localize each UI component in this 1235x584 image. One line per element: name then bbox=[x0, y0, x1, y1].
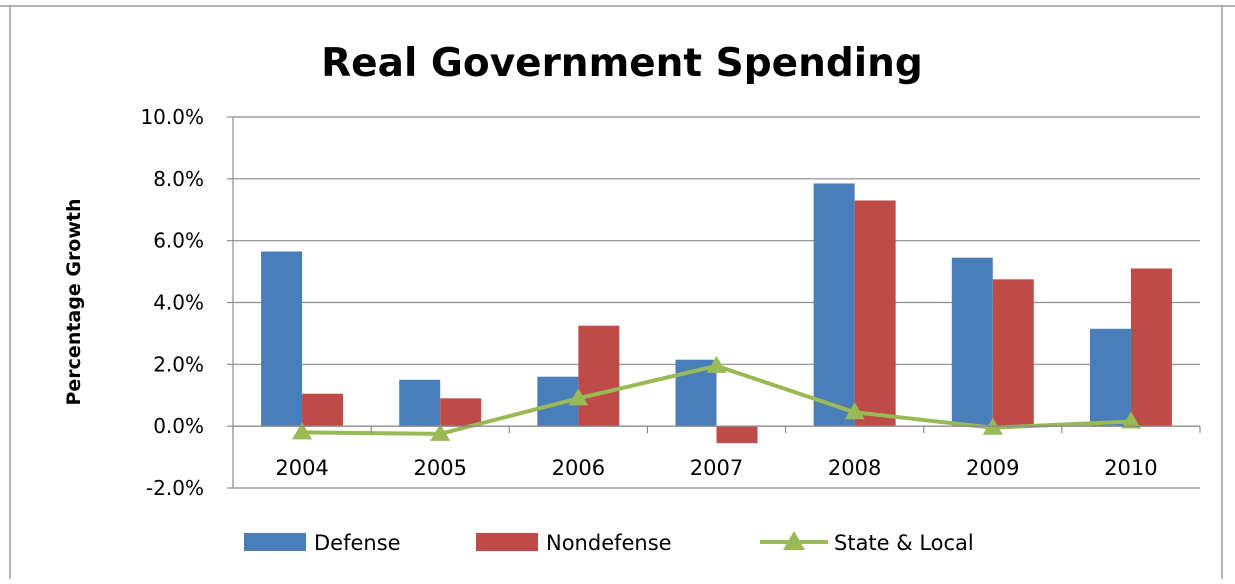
bar-nondefense-2004 bbox=[302, 393, 344, 427]
legend-label: Nondefense bbox=[546, 531, 672, 555]
bar-defense-2004 bbox=[261, 251, 303, 427]
marker-state-local-2008 bbox=[844, 402, 865, 420]
y-tick-label: 6.0% bbox=[153, 229, 204, 253]
y-tick-label: 8.0% bbox=[153, 167, 204, 191]
x-tick-label: 2008 bbox=[828, 456, 881, 480]
bar-defense-2008 bbox=[813, 183, 855, 427]
legend-swatch-defense bbox=[244, 533, 306, 551]
x-tick-label: 2005 bbox=[413, 456, 466, 480]
x-tick-label: 2007 bbox=[690, 456, 743, 480]
legend-swatch-nondefense bbox=[476, 533, 538, 551]
bar-defense-2005 bbox=[399, 379, 441, 427]
x-tick-label: 2004 bbox=[275, 456, 328, 480]
y-axis-ticks: -2.0% 0.0% 2.0% 4.0% 6.0% 8.0% 10.0% bbox=[140, 105, 233, 500]
bar-nondefense-2005 bbox=[440, 398, 482, 427]
y-axis-label: Percentage Growth bbox=[63, 198, 85, 405]
x-tick-label: 2009 bbox=[966, 456, 1019, 480]
bar-nondefense-2007 bbox=[716, 426, 758, 444]
y-tick-label: 2.0% bbox=[153, 352, 204, 376]
marker-state-local-2007 bbox=[706, 355, 727, 373]
y-tick-label: 0.0% bbox=[153, 414, 204, 438]
bar-nondefense-2010 bbox=[1130, 268, 1172, 427]
marker-state-local-2005 bbox=[430, 423, 451, 441]
y-tick-label: -2.0% bbox=[146, 476, 204, 500]
bar-nondefense-2006 bbox=[578, 325, 620, 427]
marker-state-local-2004 bbox=[292, 422, 313, 440]
legend-label: Defense bbox=[314, 531, 401, 555]
marker-state-local-2006 bbox=[568, 388, 589, 406]
x-tick-label: 2010 bbox=[1104, 456, 1157, 480]
x-tick-label: 2006 bbox=[552, 456, 605, 480]
bars bbox=[261, 183, 1172, 444]
line-series bbox=[292, 355, 1141, 441]
legend: Defense Nondefense State & Local bbox=[244, 531, 974, 555]
chart-title: Real Government Spending bbox=[321, 41, 923, 86]
bar-defense-2010 bbox=[1089, 328, 1131, 427]
legend-marker-state-local bbox=[783, 531, 805, 550]
y-tick-label: 10.0% bbox=[140, 105, 204, 129]
y-tick-label: 4.0% bbox=[153, 291, 204, 315]
marker-state-local-2010 bbox=[1120, 411, 1141, 429]
x-axis-ticks: 2004 2005 2006 2007 2008 2009 2010 bbox=[232, 425, 1201, 480]
bar-defense-2009 bbox=[951, 257, 993, 427]
bar-nondefense-2009 bbox=[992, 279, 1034, 427]
bar-nondefense-2008 bbox=[854, 200, 896, 427]
legend-label: State & Local bbox=[834, 531, 974, 555]
